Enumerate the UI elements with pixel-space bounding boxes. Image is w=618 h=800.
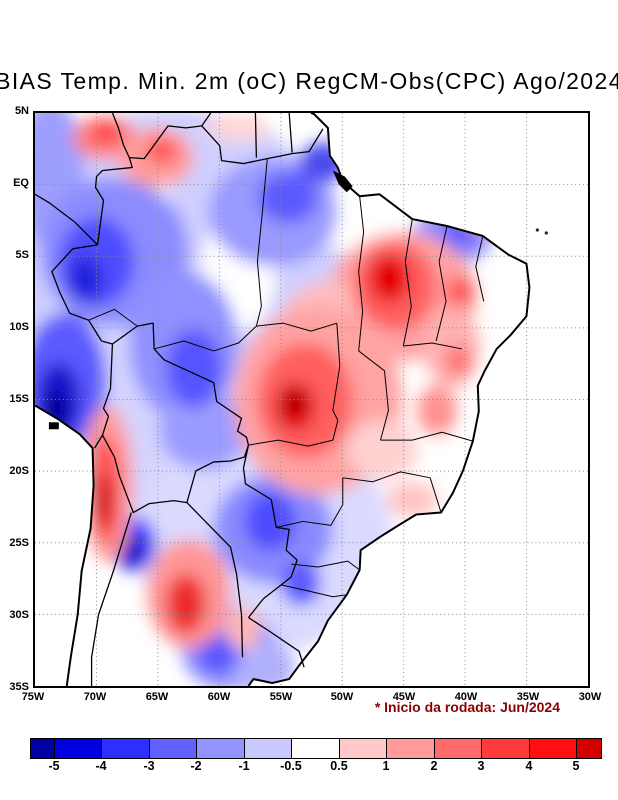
colorbar-segment [54,739,103,758]
lat-tick-label: 30S [9,609,29,621]
colorbar-tick-label: -3 [143,759,155,773]
amazon-delta-mark [332,170,353,193]
lon-tick-label: 65W [145,691,169,703]
colorbar-tick-label: -1 [238,759,250,773]
lon-tick-label: 40W [454,691,478,703]
colorbar-segment [387,739,435,758]
colorbar-segment [577,739,601,758]
map-frame [33,111,590,688]
lat-tick-label: 10S [9,321,29,333]
colorbar-tick-label: 0.5 [330,759,348,773]
lon-tick-label: 60W [207,691,231,703]
colorbar-segment [529,739,578,758]
colorbar-segment [197,739,245,758]
colorbar-segment [292,739,340,758]
bias-map-svg [34,112,588,687]
colorbar-tick-label: 1 [382,759,390,773]
lat-tick-label: 5N [14,105,29,117]
colorbar-tick-label: 4 [525,759,533,773]
lat-tick-label: 5S [15,249,29,261]
lon-tick-label: 45W [392,691,416,703]
ocean-dots [535,228,548,235]
country-borders [34,112,324,686]
colorbar-tick-label: -2 [190,759,202,773]
lon-tick-label: 55W [269,691,293,703]
colorbar-tick-label: -5 [48,759,60,773]
gridlines [35,113,588,686]
lon-tick-label: 75W [21,691,45,703]
colorbar-segment [244,739,293,758]
colorbar-segment [339,739,388,758]
bias-field [35,113,530,686]
coastal-lake-mark [48,422,59,430]
lat-tick-label: EQ [13,177,29,189]
colorbar-tick-label: -4 [95,759,107,773]
lat-tick-label: 25S [9,537,29,549]
colorbar-segment [482,739,530,758]
lat-tick-label: 35S [9,681,29,693]
colorbar-tick-label: 5 [572,759,580,773]
colorbar-tick-label: 3 [477,759,485,773]
lon-tick-label: 70W [83,691,107,703]
colorbar [30,738,602,759]
colorbar-segment [102,739,150,758]
lon-tick-label: 50W [330,691,354,703]
colorbar-tick-label: -0.5 [280,759,302,773]
lat-tick-label: 20S [9,465,29,477]
lat-tick-label: 15S [9,393,29,405]
lon-tick-label: 30W [578,691,602,703]
state-borders [88,158,485,598]
figure-title: BIAS Temp. Min. 2m (oC) RegCM-Obs(CPC) A… [0,68,618,94]
colorbar-tick-label: 2 [430,759,438,773]
colorbar-segment [434,739,483,758]
run-annotation: * Inicio da rodada: Jun/2024 [374,699,560,715]
colorbar-segment [149,739,198,758]
colorbar-segment [31,739,55,758]
lon-tick-label: 35W [516,691,540,703]
